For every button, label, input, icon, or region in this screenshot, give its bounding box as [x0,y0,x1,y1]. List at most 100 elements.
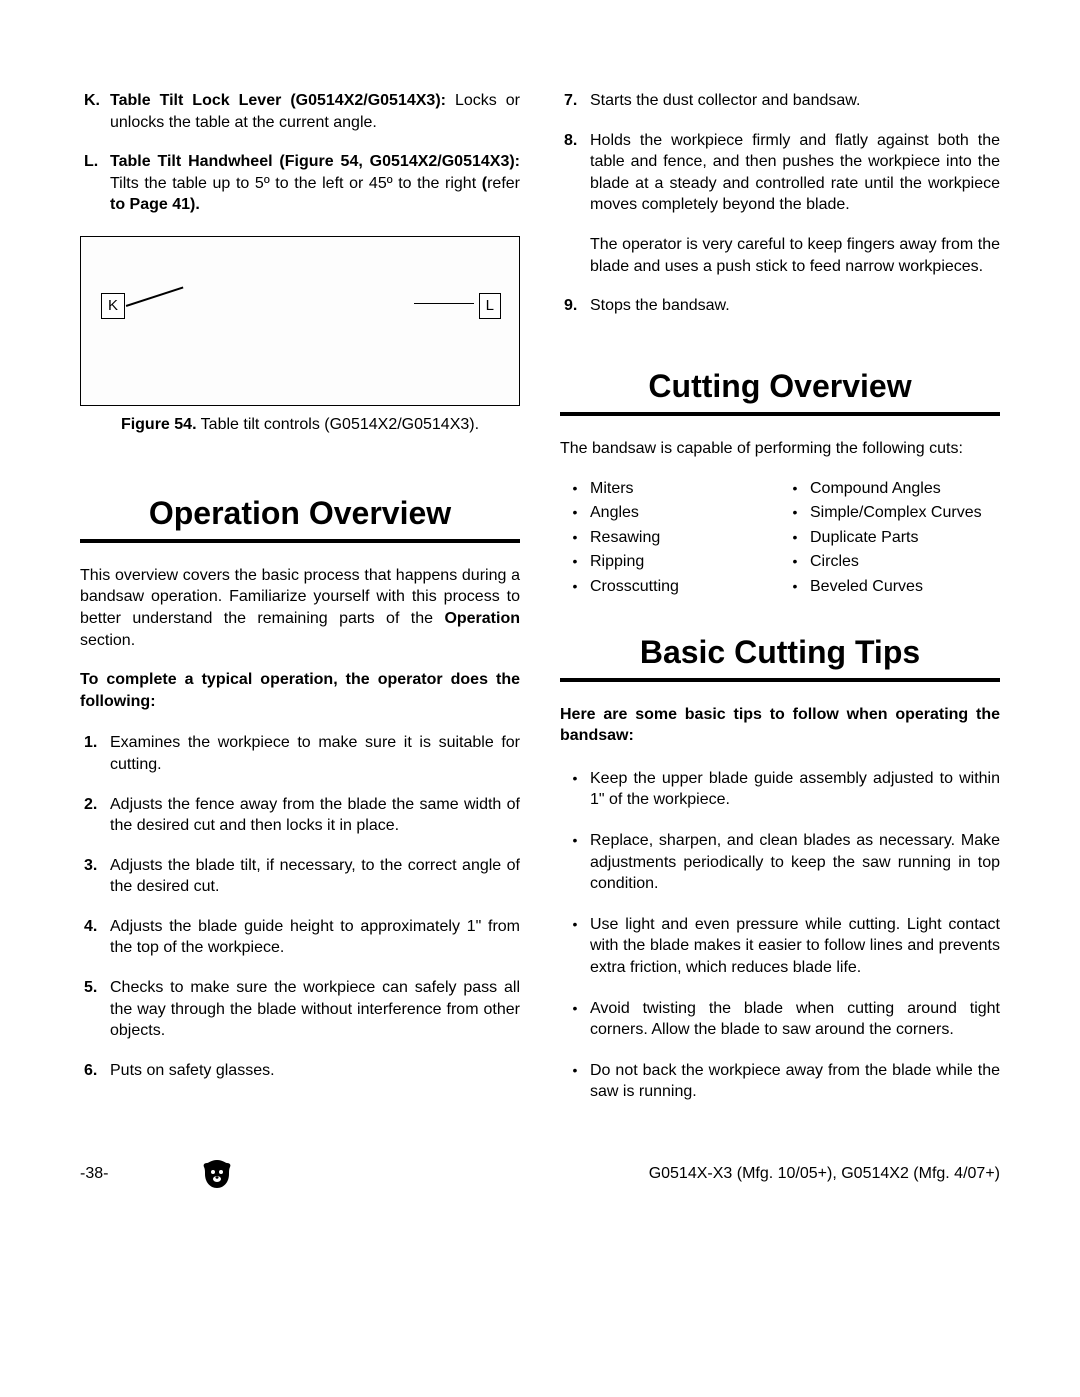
page-footer: -38- G0514X-X3 (Mfg. 10/05+), G0514X2 (M… [80,1157,1000,1191]
cut-item: •Ripping [560,551,780,573]
step-text: Examines the workpiece to make sure it i… [110,732,520,775]
step-number: 7. [560,90,590,112]
bullet-icon: • [560,552,590,571]
lettered-item-l: L. Table Tilt Handwheel (Figure 54, G051… [80,151,520,216]
operation-steps: 1. Examines the workpiece to make sure i… [80,732,520,1081]
tip-item: •Avoid twisting the blade when cutting a… [560,997,1000,1041]
cut-label: Miters [590,478,634,500]
tip-item: •Keep the upper blade guide assembly adj… [560,767,1000,811]
basic-cutting-tips-heading: Basic Cutting Tips [560,631,1000,682]
letter-text: Tilts the table up to 5º to the left or … [110,175,482,192]
tips-lead: Here are some basic tips to follow when … [560,704,1000,747]
bullet-icon: • [560,479,590,498]
left-column: K. Table Tilt Lock Lever (G0514X2/G0514X… [80,90,520,1121]
cut-item: •Simple/Complex Curves [780,502,1000,524]
cuts-left-col: •Miters •Angles •Resawing •Ripping •Cros… [560,478,780,601]
bullet-icon: • [780,552,810,571]
step-number: 8. [560,130,590,216]
cut-label: Compound Angles [810,478,941,500]
letter-marker: L. [80,151,110,216]
op-intro-tail: section. [80,632,135,649]
tip-item: •Do not back the workpiece away from the… [560,1059,1000,1103]
letter-body: Table Tilt Lock Lever (G0514X2/G0514X3):… [110,90,520,133]
letter-body: Table Tilt Handwheel (Figure 54, G0514X2… [110,151,520,216]
bullet-icon: • [780,577,810,596]
step-text: Checks to make sure the workpiece can sa… [110,977,520,1042]
figure-caption: Figure 54. Table tilt controls (G0514X2/… [80,414,520,436]
bullet-icon: • [560,503,590,522]
tip-text: Avoid twisting the blade when cutting ar… [590,998,1000,1041]
cut-label: Resawing [590,527,660,549]
step-number: 9. [560,295,590,317]
two-column-layout: K. Table Tilt Lock Lever (G0514X2/G0514X… [80,90,1000,1121]
step-4: 4. Adjusts the blade guide height to app… [80,916,520,959]
step-text: Adjusts the blade tilt, if necessary, to… [110,855,520,898]
cut-item: •Crosscutting [560,576,780,598]
step-number: 6. [80,1060,110,1082]
figure-caption-text: Table tilt controls (G0514X2/G0514X3). [197,416,480,433]
letter-close-paren: ). [190,196,200,213]
cut-label: Simple/Complex Curves [810,502,982,524]
letter-lead: Table Tilt Lock Lever (G0514X2/G0514X3): [110,92,446,109]
bullet-icon: • [780,528,810,547]
letter-refer: refer [487,175,520,192]
step-text: Stops the bandsaw. [590,295,1000,317]
step-8-continuation: The operator is very careful to keep fin… [590,234,1000,277]
op-intro-bold: Operation [444,610,520,627]
figure-caption-lead: Figure 54. [121,416,197,433]
letter-marker: K. [80,90,110,133]
step-text: Adjusts the blade guide height to approx… [110,916,520,959]
step-8: 8. Holds the workpiece firmly and flatly… [560,130,1000,216]
cuts-right-col: •Compound Angles •Simple/Complex Curves … [780,478,1000,601]
tip-text: Use light and even pressure while cuttin… [590,914,1000,979]
step-text: Holds the workpiece firmly and flatly ag… [590,130,1000,216]
bullet-icon: • [780,479,810,498]
cuts-list: •Miters •Angles •Resawing •Ripping •Cros… [560,478,1000,601]
step-number: 2. [80,794,110,837]
model-info: G0514X-X3 (Mfg. 10/05+), G0514X2 (Mfg. 4… [234,1163,1000,1185]
bullet-icon: • [560,913,590,934]
step-5: 5. Checks to make sure the workpiece can… [80,977,520,1042]
tip-item: •Replace, sharpen, and clean blades as n… [560,829,1000,895]
step-text: Starts the dust collector and bandsaw. [590,90,1000,112]
letter-page-ref: to Page 41 [110,196,190,213]
letter-lead: Table Tilt Handwheel (Figure 54, G0514X2… [110,153,520,170]
cut-item: •Miters [560,478,780,500]
bullet-icon: • [560,1059,590,1080]
figure-line-k [126,286,184,306]
step-7: 7. Starts the dust collector and bandsaw… [560,90,1000,112]
cut-item: •Beveled Curves [780,576,1000,598]
tips-list: •Keep the upper blade guide assembly adj… [560,767,1000,1103]
bear-logo-icon [200,1157,234,1191]
tip-item: •Use light and even pressure while cutti… [560,913,1000,979]
step-6: 6. Puts on safety glasses. [80,1060,520,1082]
figure-line-l [414,303,474,305]
cut-label: Crosscutting [590,576,679,598]
cut-item: •Compound Angles [780,478,1000,500]
page-number: -38- [80,1163,200,1185]
right-column: 7. Starts the dust collector and bandsaw… [560,90,1000,1121]
cut-label: Duplicate Parts [810,527,919,549]
step-2: 2. Adjusts the fence away from the blade… [80,794,520,837]
bullet-icon: • [560,997,590,1018]
bullet-icon: • [780,503,810,522]
cut-label: Beveled Curves [810,576,923,598]
step-text: Puts on safety glasses. [110,1060,520,1082]
operation-overview-heading: Operation Overview [80,492,520,543]
bullet-icon: • [560,767,590,788]
tip-text: Do not back the workpiece away from the … [590,1060,1000,1103]
cut-label: Circles [810,551,859,573]
operation-lead: To complete a typical operation, the ope… [80,669,520,712]
step-9: 9. Stops the bandsaw. [560,295,1000,317]
bullet-icon: • [560,528,590,547]
step-number: 3. [80,855,110,898]
tip-text: Keep the upper blade guide assembly adju… [590,768,1000,811]
step-number: 4. [80,916,110,959]
bullet-icon: • [560,829,590,850]
bullet-icon: • [560,577,590,596]
tip-text: Replace, sharpen, and clean blades as ne… [590,830,1000,895]
cut-item: •Resawing [560,527,780,549]
cut-item: •Angles [560,502,780,524]
step-3: 3. Adjusts the blade tilt, if necessary,… [80,855,520,898]
cut-item: •Duplicate Parts [780,527,1000,549]
